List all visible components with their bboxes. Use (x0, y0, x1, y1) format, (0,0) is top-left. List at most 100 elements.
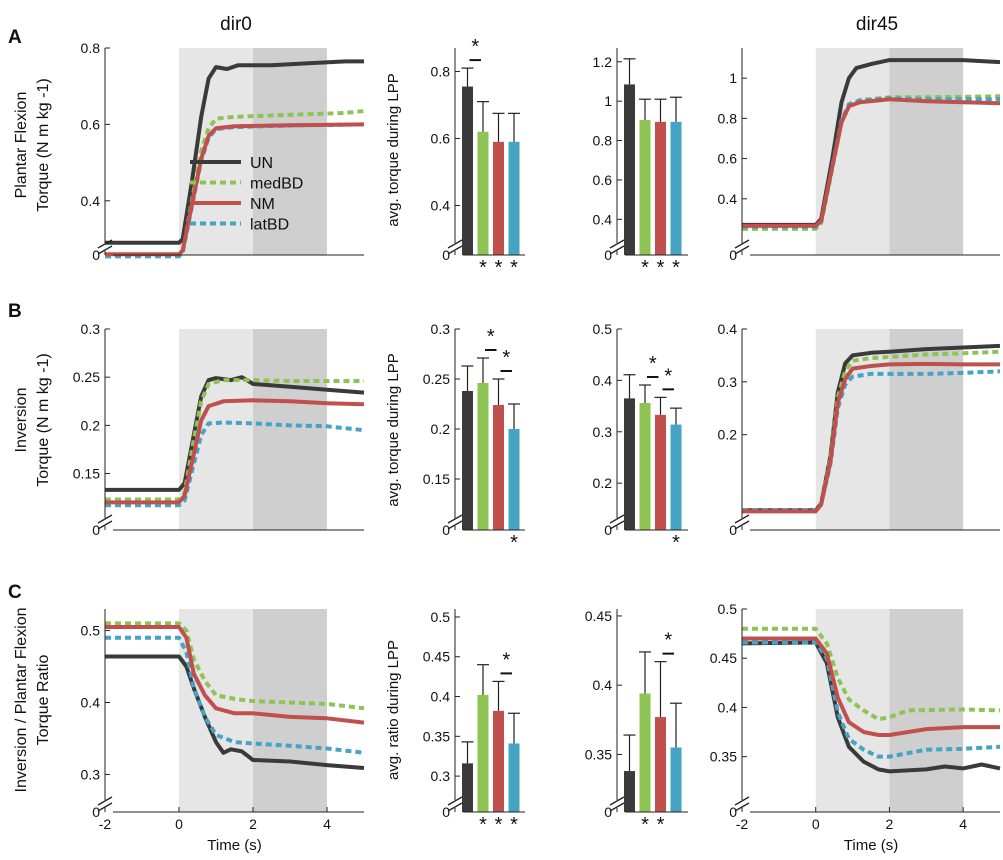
significance-star-below: * (479, 257, 487, 279)
bar-latbd (508, 743, 520, 812)
legend-label-medbd: medBD (250, 176, 303, 193)
figure-headers: dir0 dir45 A B C Plantar Flexion Torque … (8, 14, 898, 792)
y-tick-label: 0.45 (585, 608, 612, 624)
y-tick-label: 0.4 (431, 689, 451, 705)
series-line-latbd (105, 420, 365, 508)
y-tick-label: 0.2 (593, 475, 613, 491)
x-tick-label: 4 (959, 816, 967, 832)
axis-break-mark (97, 514, 113, 524)
y-tick-label: 0.3 (593, 424, 613, 440)
significance-star: * (664, 365, 672, 387)
bar-latbd (670, 424, 682, 530)
y-tick-label-zero: 0 (729, 804, 737, 820)
series-line-un (105, 654, 365, 770)
y-tick-label: 0.5 (718, 601, 738, 617)
y-tick-label: 0.5 (431, 609, 451, 625)
y-tick-label: 0.4 (593, 677, 613, 693)
y-tick-label: 0.4 (81, 193, 101, 209)
x-axis-label: Time (s) (844, 837, 898, 854)
axis-break-mark (734, 239, 750, 249)
y-tick-label: 0.4 (593, 211, 613, 227)
axis-break-mark (447, 514, 463, 524)
row-b-ylabel-line2: Torque (N m kg -1) (35, 353, 52, 486)
y-tick-label: 0.8 (593, 133, 613, 149)
shade-window-2 (253, 48, 327, 255)
significance-star-below: * (657, 257, 665, 279)
y-tick-label: 1.2 (593, 54, 613, 70)
axis-break-mark (97, 245, 113, 255)
row-c-ylabel-line1: Inversion / Plantar Flexion (13, 608, 30, 793)
axis-break-mark (734, 796, 750, 806)
y-tick-label: 1 (604, 93, 612, 109)
x-tick-label: 0 (812, 816, 820, 832)
bar-latbd (508, 429, 520, 530)
bar-un (462, 391, 473, 530)
axis-break-mark (97, 796, 113, 806)
legend-item-nm: NM (190, 196, 275, 213)
bar-nm (655, 121, 666, 255)
panel-a-dir45: 0.4 0.6 0.8 1 0 (718, 48, 1001, 263)
axis-break-mark (97, 520, 113, 530)
row-letter-c: C (8, 582, 22, 603)
axis-break-mark (97, 802, 113, 812)
y-tick-label: 0.15 (423, 471, 450, 487)
shade-window-2 (889, 329, 964, 530)
axis-break-mark (734, 802, 750, 812)
y-tick-label: 0.8 (431, 63, 451, 79)
significance-star-below: * (641, 814, 649, 836)
legend-label-un: UN (250, 155, 273, 172)
significance-star: * (471, 36, 479, 58)
bar-un (462, 86, 473, 255)
row-a-ylabel-line1: Plantar Flexion (13, 92, 30, 199)
series-line-nm (742, 361, 1000, 514)
y-tick-label: 0.6 (81, 116, 101, 132)
panel-c-bar0: * * * * 0.3 0.35 0.4 0.45 0.5 0 (423, 609, 525, 836)
y-tick-label-zero: 0 (442, 247, 450, 263)
y-tick-label: 0.25 (423, 371, 450, 387)
axis-break-mark (447, 239, 463, 249)
legend-label-nm: NM (250, 196, 275, 213)
bar-nm (493, 710, 504, 812)
y-tick-label: 0.35 (710, 749, 737, 765)
series-line-nm (742, 97, 1001, 228)
y-tick-label: 0.6 (593, 172, 613, 188)
y-tick-label-zero: 0 (92, 522, 100, 538)
bar-medbd (477, 131, 489, 255)
significance-star-below: * (657, 814, 665, 836)
x-tick-label: 4 (323, 816, 331, 832)
y-tick-label: 0.2 (718, 427, 738, 443)
row-a-bar-ylabel: avg. torque during LPP (385, 73, 402, 226)
significance-star-below: * (641, 257, 649, 279)
y-tick-label: 0.4 (718, 699, 738, 715)
panel-b-bar0: * * * 0.15 0.2 0.25 0.3 0 (423, 321, 525, 554)
bar-medbd (477, 383, 489, 530)
bar-medbd (639, 119, 651, 256)
y-tick-label-zero: 0 (442, 804, 450, 820)
panel-b-dir45: 0.2 0.3 0.4 0 (718, 321, 1001, 538)
y-tick-label-zero: 0 (92, 804, 100, 820)
y-tick-label: 0.5 (81, 623, 101, 639)
series-line-nm (742, 636, 1000, 737)
legend-item-medbd: medBD (190, 176, 303, 193)
legend: UN medBD NM latBD (190, 155, 303, 234)
row-b-ylabel-line1: Inversion (13, 388, 30, 453)
y-tick-label-zero: 0 (604, 804, 612, 820)
bar-un (624, 84, 635, 256)
bar-latbd (670, 121, 682, 255)
x-tick-label: 0 (175, 816, 183, 832)
y-tick-label: 0.45 (423, 649, 450, 665)
significance-star-below: * (672, 532, 680, 554)
series-line-nm (105, 122, 365, 257)
significance-star-below: * (479, 814, 487, 836)
axis-break-mark (609, 514, 625, 524)
x-tick-label: -2 (736, 816, 749, 832)
panels: 0.4 0.6 0.8 0 * * * * 0.4 0.6 0.8 0 * * * 0.4 0.6 0.8 1 1.2… (73, 36, 1001, 854)
axis-break-mark (447, 520, 463, 530)
series-line-latbd (105, 635, 365, 755)
shade-window-1 (815, 329, 890, 530)
row-a-ylabel-line2: Torque (N m kg -1) (35, 78, 52, 211)
axis-break-mark (734, 245, 750, 255)
y-tick-label: 0.3 (81, 321, 101, 337)
